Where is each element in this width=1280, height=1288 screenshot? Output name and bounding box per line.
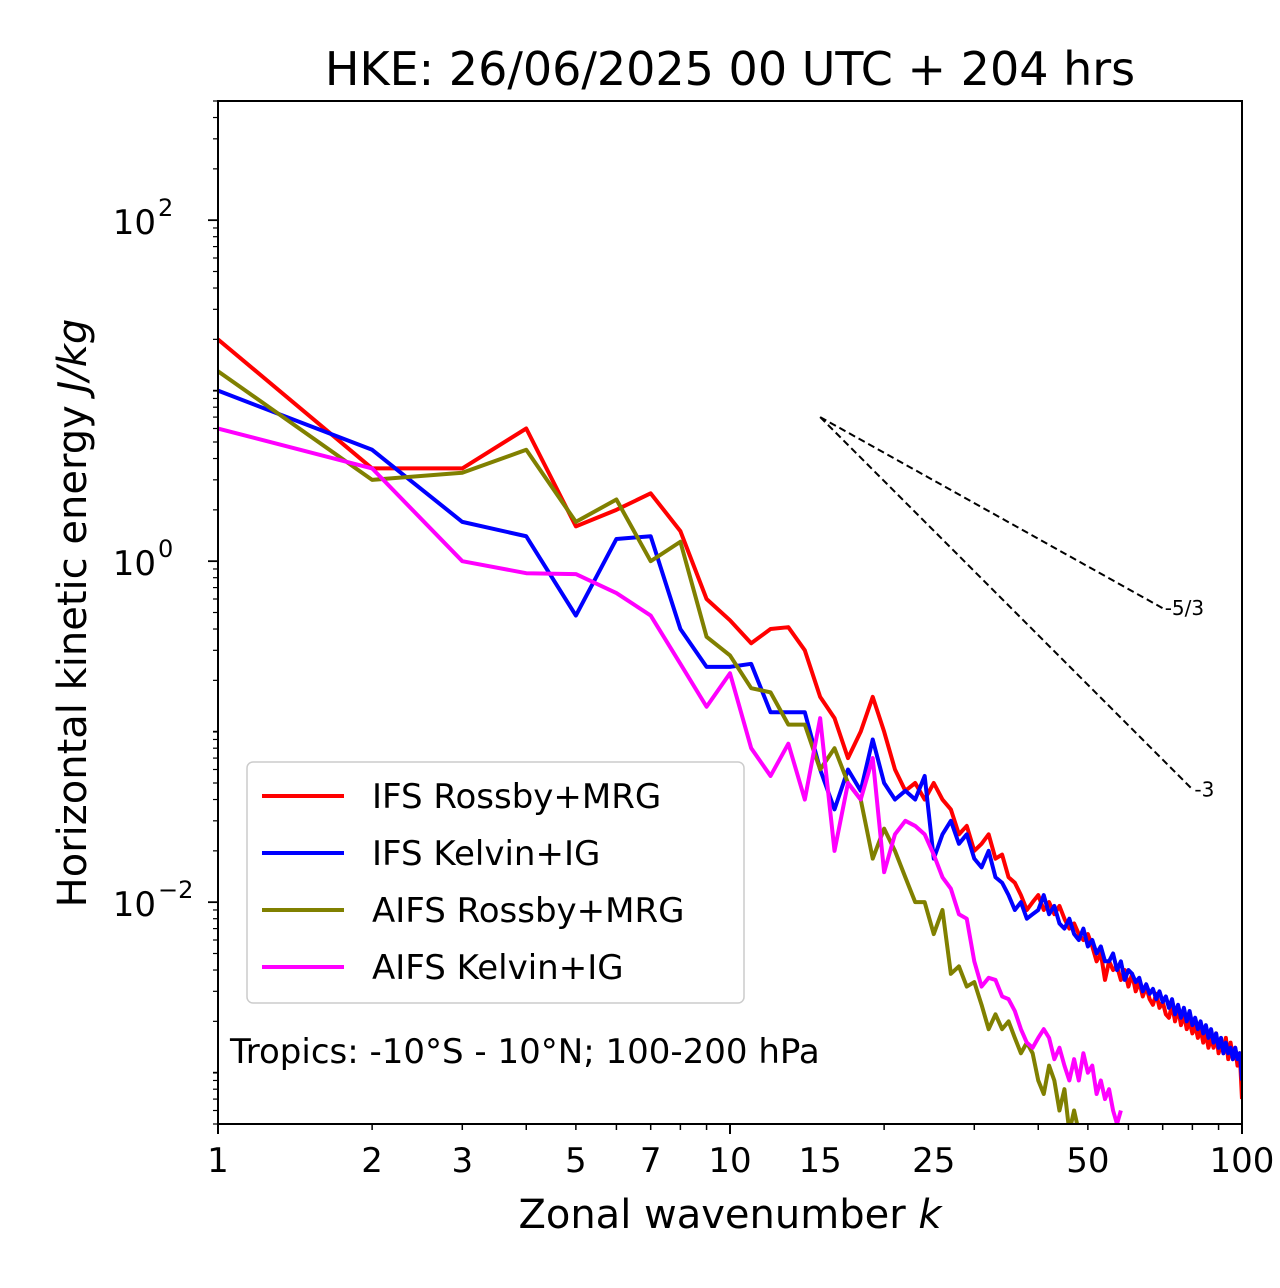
- x-tick-label: 7: [640, 1141, 662, 1181]
- legend-box: [246, 761, 745, 1004]
- legend: IFS Rossby+MRG IFS Kelvin+IG AIFS Rossby+M…: [246, 761, 745, 1004]
- y-tick-label: 10: [113, 203, 156, 243]
- chart-title: HKE: 26/06/2025 00 UTC + 204 hrs: [325, 42, 1135, 96]
- series-line-aifs-rossby-mrg: [218, 369, 1080, 1124]
- legend-label-aifs-rossby-mrg: AIFS Rossby+MRG: [372, 891, 684, 931]
- x-axis-label: Zonal wavenumber k: [518, 1192, 943, 1238]
- series-layer: [218, 337, 1242, 1124]
- x-tick-label: 100: [1210, 1141, 1275, 1181]
- region-annotation: Tropics: -10°S - 10°N; 100-200 hPa: [229, 1032, 820, 1072]
- series-line-ifs-kelvin-ig: [218, 388, 1242, 1081]
- x-tick-label: 5: [565, 1141, 587, 1181]
- x-tick-label: 1: [207, 1141, 229, 1181]
- y-axis-unit: J/kg: [50, 319, 96, 400]
- x-tick-label: 25: [912, 1141, 955, 1181]
- y-tick-label: 10: [113, 885, 156, 925]
- series-line-aifs-kelvin-ig: [218, 426, 1123, 1124]
- y-tick-label-exponent: −2: [158, 876, 193, 904]
- y-tick-label-exponent: 2: [158, 194, 173, 222]
- slope-label-5-3: -5/3: [1165, 596, 1204, 620]
- x-tick-label: 15: [799, 1141, 842, 1181]
- legend-label-ifs-rossby-mrg: IFS Rossby+MRG: [372, 777, 661, 817]
- x-tick-label: 3: [451, 1141, 473, 1181]
- slope-line-3: [819, 416, 1194, 791]
- x-axis-variable: k: [918, 1192, 943, 1238]
- y-axis-label-text: Horizontal kinetic energy: [50, 405, 96, 907]
- y-axis-label: Horizontal kinetic energy J/kg: [50, 319, 96, 908]
- y-tick-label: 10: [113, 544, 156, 584]
- x-axis-ticks: 1 2 3 5 7 10 15 25 50 100: [207, 1124, 1274, 1181]
- x-tick-label: 50: [1066, 1141, 1109, 1181]
- reference-slope-lines: -5/3 -3: [819, 416, 1214, 801]
- legend-label-aifs-kelvin-ig: AIFS Kelvin+IG: [372, 948, 624, 988]
- slope-line-5-3: [819, 416, 1164, 610]
- slope-label-3: -3: [1194, 777, 1214, 801]
- x-tick-label: 2: [361, 1141, 383, 1181]
- x-axis-label-text: Zonal wavenumber: [518, 1192, 906, 1238]
- legend-label-ifs-kelvin-ig: IFS Kelvin+IG: [372, 834, 600, 874]
- y-tick-label-exponent: 0: [158, 535, 173, 563]
- x-tick-label: 10: [708, 1141, 751, 1181]
